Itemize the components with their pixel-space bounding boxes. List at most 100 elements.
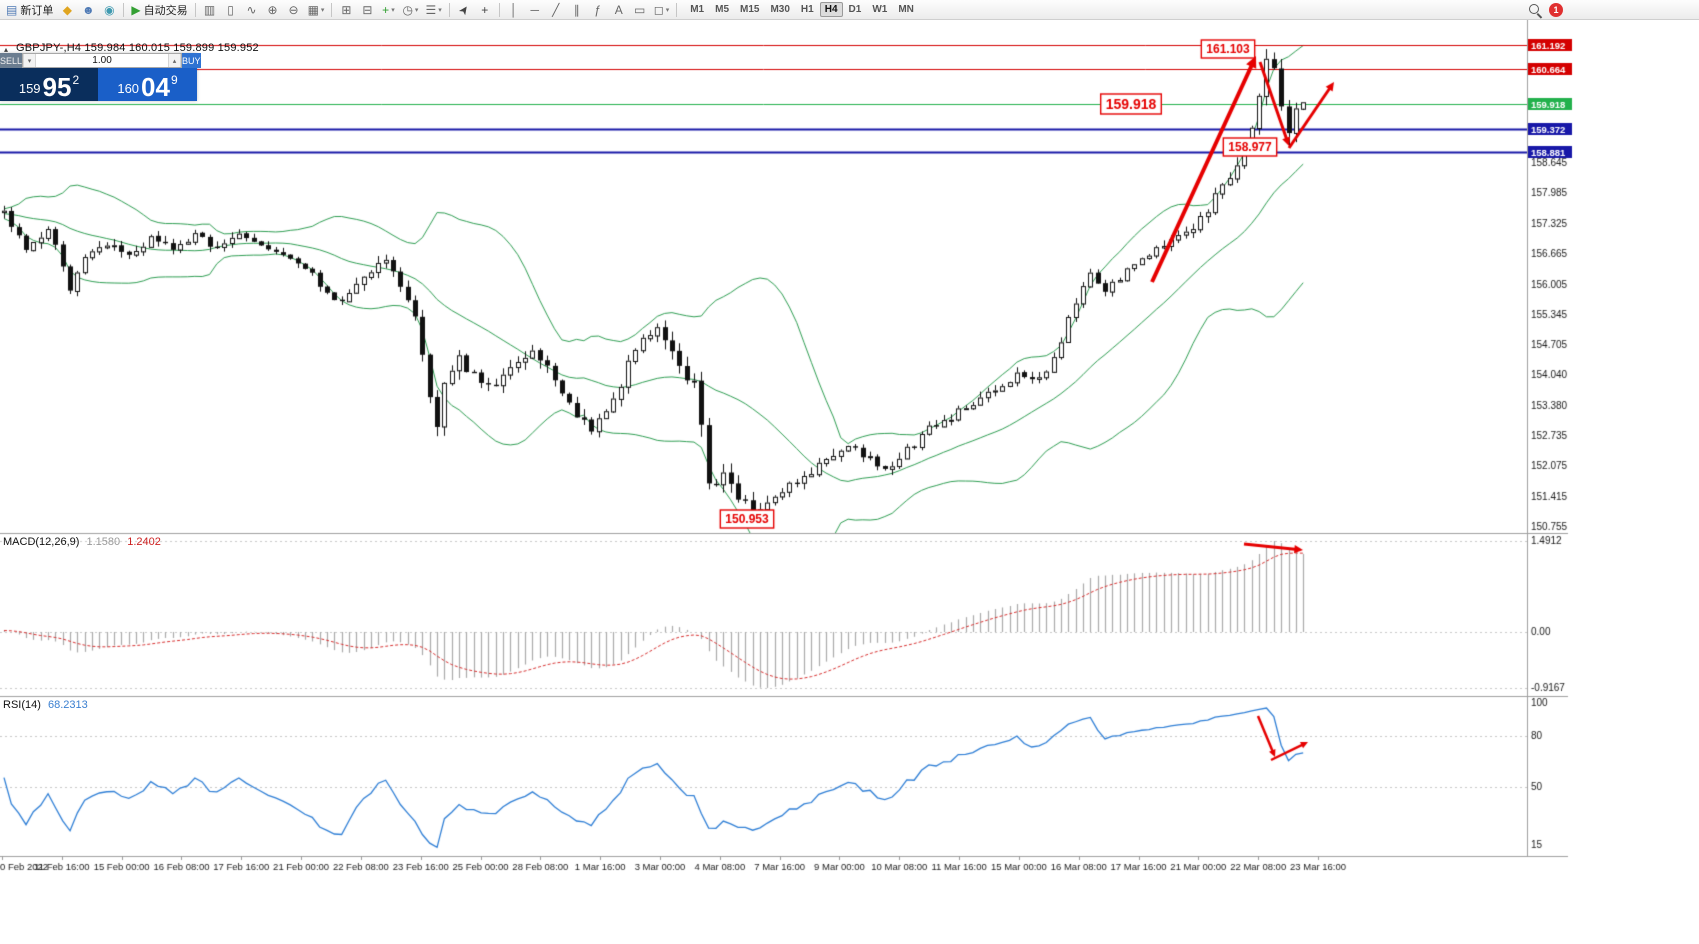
timeframe-m30-button[interactable]: M30: [770, 4, 790, 15]
volume-increase-button[interactable]: ▴: [168, 54, 182, 67]
sell-price-display[interactable]: 159 95 2: [0, 68, 98, 101]
trendline-icon: ╱: [552, 2, 560, 17]
text-icon: A: [614, 2, 623, 17]
toolbar-separator: [123, 2, 125, 17]
toolbar-zoom-out-button[interactable]: ⊖: [284, 1, 304, 19]
toolbar-zoom-in-button[interactable]: ⊕: [263, 1, 283, 19]
chart-canvas[interactable]: [0, 20, 1699, 944]
chart-window: ▴ GBPJPY-,H4 159.984 160.015 159.899 159…: [0, 20, 1699, 944]
timeframe-m1-button[interactable]: M1: [690, 4, 705, 15]
one-click-trading-widget: SELL ▾ ▴ BUY 159 95 2 160 04 9: [0, 53, 201, 101]
timeframe-m15-button[interactable]: M15: [740, 4, 760, 15]
toolbar-autotrading-label: 自动交易: [143, 4, 188, 17]
toolbar-new-order-button[interactable]: ▤ 新订单: [3, 1, 56, 19]
toolbar-cascade-windows-button[interactable]: ⊟: [357, 1, 377, 19]
toolbar-crosshair-button[interactable]: +: [475, 1, 495, 19]
sell-button[interactable]: SELL: [0, 53, 23, 68]
notification-badge[interactable]: 1: [1549, 3, 1563, 17]
search-icon[interactable]: [1528, 3, 1542, 17]
rsi-title: RSI(14): [3, 699, 41, 711]
sell-price-prefix: 159: [18, 81, 41, 96]
buy-button[interactable]: BUY: [182, 53, 201, 68]
toolbar-add-indicator-button[interactable]: + ▾: [378, 1, 398, 19]
horizontal-line-icon: ─: [530, 2, 539, 17]
toolbar-separator: [498, 2, 500, 17]
crosshair-icon: +: [481, 2, 489, 17]
channel-icon: ∥: [573, 2, 580, 17]
dropdown-arrow-icon: ▾: [665, 6, 670, 14]
toolbar-trendline-button[interactable]: ╱: [546, 1, 566, 19]
toolbar-periods-button[interactable]: ◷ ▾: [399, 1, 421, 19]
toolbar-new-chart-button[interactable]: ▦ ▾: [305, 1, 328, 19]
toolbar-profile-button[interactable]: ☻: [78, 1, 98, 19]
toolbar-autotrading-button[interactable]: ▶ 自动交易: [128, 1, 190, 19]
macd-label: MACD(12,26,9) 1.1580 1.2402: [3, 536, 161, 548]
tile-windows-icon: ⊞: [341, 2, 352, 17]
timeframe-m5-button[interactable]: M5: [715, 4, 730, 15]
toolbar-vertical-line-button[interactable]: │: [504, 1, 524, 19]
timeframe-w1-button[interactable]: W1: [872, 4, 888, 15]
toolbar-separator: [448, 2, 450, 17]
buy-price-sup: 9: [170, 73, 178, 87]
toolbar-separator: [331, 2, 333, 17]
zoom-in-icon: ⊕: [267, 2, 278, 17]
sell-price-main: 95: [42, 72, 72, 102]
volume-control: ▾ ▴: [22, 53, 183, 68]
timeframe-d1-button[interactable]: D1: [848, 4, 862, 15]
toolbar-favorites-button[interactable]: ◆: [57, 1, 77, 19]
sell-price-sup: 2: [72, 73, 80, 87]
toolbar-separator: [676, 2, 678, 17]
timeframe-h1-button[interactable]: H1: [800, 4, 814, 15]
buy-price-prefix: 160: [117, 81, 140, 96]
toolbar-line-chart-button[interactable]: ∿: [242, 1, 262, 19]
periods-icon: ◷: [402, 2, 413, 17]
toolbar-candlestick-chart-button[interactable]: ▯: [221, 1, 241, 19]
volume-input[interactable]: [36, 54, 169, 67]
buy-price-main: 04: [141, 72, 170, 102]
timeframe-group: M1 M5 M15 M30 H1 H4 D1 W1 MN: [685, 2, 919, 17]
candlestick-chart-icon: ▯: [227, 2, 234, 17]
profile-icon: ☻: [82, 2, 95, 17]
label-icon: ▭: [634, 2, 646, 17]
dropdown-arrow-icon: ▾: [391, 6, 395, 14]
symbol-ohlc-header: GBPJPY-,H4 159.984 160.015 159.899 159.9…: [16, 42, 259, 54]
one-click-expander-icon[interactable]: ▴: [4, 45, 9, 54]
favorites-icon: ◆: [62, 2, 72, 17]
toolbar-channel-button[interactable]: ∥: [567, 1, 587, 19]
cascade-windows-icon: ⊟: [362, 2, 373, 17]
dropdown-arrow-icon: ▾: [438, 6, 442, 14]
toolbar-new-order-label: 新订单: [20, 4, 54, 17]
volume-decrease-button[interactable]: ▾: [23, 54, 37, 67]
macd-value-main: 1.1580: [86, 536, 121, 548]
bar-chart-icon: ▥: [203, 2, 216, 17]
buy-price-display[interactable]: 160 04 9: [98, 68, 197, 101]
toolbar-community-button[interactable]: ◉: [99, 1, 119, 19]
cursor-icon: ➤: [455, 1, 473, 18]
timeframe-mn-button[interactable]: MN: [898, 4, 914, 15]
toolbar-separator: [194, 2, 196, 17]
timeframe-h4-button[interactable]: H4: [819, 2, 843, 17]
new-chart-icon: ▦: [307, 2, 319, 17]
rsi-label: RSI(14) 68.2313: [3, 699, 88, 711]
line-chart-icon: ∿: [246, 2, 257, 17]
fibonacci-icon: ƒ: [594, 2, 602, 17]
main-toolbar: ▤ 新订单 ◆ ☻ ◉ ▶ 自动交易 ▥ ▯ ∿ ⊕ ⊖ ▦ ▾ ⊞ ⊟ + ▾ ◷ ▾ ☰ ▾ ➤ + │ ─ ╱ ∥ ƒ A ▭ ◻ ▾ M…: [0, 0, 1699, 20]
toolbar-cursor-button[interactable]: ➤: [454, 1, 474, 19]
toolbar-horizontal-line-button[interactable]: ─: [525, 1, 545, 19]
toolbar-tile-windows-button[interactable]: ⊞: [336, 1, 356, 19]
toolbar-text-button[interactable]: A: [609, 1, 629, 19]
toolbar-shapes-button[interactable]: ◻ ▾: [651, 1, 672, 19]
add-indicator-icon: +: [382, 2, 390, 17]
toolbar-right-group: 1: [1528, 3, 1563, 17]
macd-title: MACD(12,26,9): [3, 536, 80, 548]
autotrading-icon: ▶: [131, 2, 141, 17]
new-order-icon: ▤: [6, 2, 18, 17]
dropdown-arrow-icon: ▾: [414, 6, 419, 14]
toolbar-bar-chart-button[interactable]: ▥: [200, 1, 220, 19]
toolbar-templates-button[interactable]: ☰ ▾: [422, 1, 444, 19]
toolbar-fibonacci-button[interactable]: ƒ: [588, 1, 608, 19]
dropdown-arrow-icon: ▾: [320, 6, 325, 14]
macd-value-signal: 1.2402: [127, 536, 161, 548]
templates-icon: ☰: [425, 2, 437, 17]
toolbar-label-button[interactable]: ▭: [630, 1, 650, 19]
